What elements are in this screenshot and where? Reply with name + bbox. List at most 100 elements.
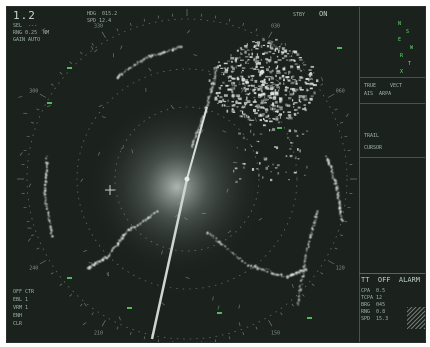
- echo-blip: [230, 56, 235, 60]
- mode-true[interactable]: TRUE: [364, 83, 377, 89]
- echo-blip: [236, 106, 239, 108]
- echo-blip: [247, 59, 250, 61]
- bottom-left-row[interactable]: OFF CTR: [13, 289, 35, 295]
- ais-target[interactable]: [337, 47, 342, 49]
- echo-blip: [290, 59, 295, 61]
- bottom-left-row[interactable]: CLR: [13, 321, 23, 327]
- coast-dot: [258, 267, 261, 269]
- echo-blip: [283, 82, 285, 85]
- target-trail: [88, 262, 93, 264]
- echo-blip: [257, 62, 261, 65]
- echo-blip: [251, 77, 254, 80]
- echo-blip: [230, 79, 232, 82]
- echo-blip: [270, 178, 273, 182]
- coast-dot: [44, 200, 47, 202]
- echo-blip: [268, 40, 272, 42]
- ppi-scope[interactable]: 030 060 120 150 210 240 300 330: [7, 7, 425, 342]
- echo-blip: [286, 59, 288, 61]
- echo-blip: [287, 114, 292, 117]
- echo-blip: [260, 102, 264, 105]
- echo-blip: [271, 90, 275, 94]
- coast-dot: [299, 279, 302, 282]
- echo-blip: [243, 86, 246, 90]
- coast-dot: [45, 205, 47, 207]
- ais-target[interactable]: [307, 317, 312, 319]
- echo-blip: [285, 171, 287, 173]
- echo-blip: [293, 50, 295, 52]
- echo-blip: [217, 102, 219, 104]
- green-readout: X: [400, 69, 404, 75]
- coast-dot: [46, 155, 48, 157]
- echo-blip: [275, 74, 277, 78]
- coast-dot: [149, 216, 152, 219]
- coast-dot: [44, 196, 47, 199]
- echo-blip: [245, 61, 247, 64]
- bottom-left-row[interactable]: EBL 1: [13, 297, 29, 303]
- echo-blip: [254, 105, 258, 108]
- bottom-left-row[interactable]: ENH: [13, 313, 23, 319]
- echo-blip: [241, 67, 246, 69]
- echo-blip: [258, 173, 260, 177]
- coast-dot: [136, 224, 139, 227]
- coast-dot: [336, 193, 339, 196]
- echo-blip: [228, 80, 231, 82]
- echo-blip: [283, 66, 286, 69]
- ais-target[interactable]: [217, 312, 222, 314]
- coast-dot: [177, 45, 181, 49]
- echo-blip: [220, 85, 223, 87]
- echo-blip: [311, 77, 313, 80]
- coast-dot: [168, 49, 171, 51]
- coast-dot: [51, 234, 54, 238]
- echo-blip: [244, 89, 247, 93]
- ais-target[interactable]: [47, 102, 52, 104]
- echo-blip: [255, 63, 258, 66]
- cursor-crosshair[interactable]: [105, 185, 115, 195]
- bottom-left-row[interactable]: VRM 1: [13, 305, 29, 311]
- echo-blip: [284, 55, 288, 58]
- echo-blip: [288, 96, 292, 100]
- echo-blip: [244, 148, 247, 151]
- echo-blip: [236, 78, 240, 81]
- echo-blip: [305, 81, 308, 85]
- coast-dot: [266, 270, 269, 273]
- mode-ais-arpa[interactable]: AIS ARPA: [364, 91, 392, 97]
- coast-dot: [210, 234, 213, 237]
- coast-dot: [213, 74, 217, 77]
- mode-trail[interactable]: TRAIL: [364, 133, 380, 139]
- echo-blip: [241, 76, 244, 79]
- coast-dot: [303, 268, 306, 271]
- echo-blip: [259, 88, 263, 90]
- mode-vector[interactable]: VECT: [390, 83, 403, 89]
- echo-blip: [231, 81, 235, 85]
- echo-blip: [256, 106, 260, 108]
- echo-blip: [259, 119, 262, 122]
- ais-target[interactable]: [67, 277, 72, 279]
- echo-blip: [295, 82, 297, 85]
- echo-blip: [272, 52, 275, 55]
- echo-blip: [288, 129, 292, 133]
- echo-blip: [265, 166, 269, 170]
- echo-blip: [260, 106, 264, 109]
- echo-blip: [309, 75, 312, 78]
- coast-dot: [336, 196, 340, 200]
- echo-blip: [230, 77, 232, 79]
- coast-dot: [301, 278, 303, 281]
- echo-blip: [286, 76, 290, 78]
- coast-dot: [311, 228, 314, 231]
- echo-blip: [301, 133, 305, 135]
- ais-target[interactable]: [277, 127, 282, 129]
- echo-blip: [282, 57, 285, 59]
- bearing-tick: [143, 18, 146, 22]
- echo-blip: [293, 102, 298, 104]
- echo-blip: [256, 44, 259, 47]
- echo-blip: [245, 56, 249, 58]
- echo-blip: [259, 80, 262, 82]
- coast-dot: [215, 69, 218, 72]
- ais-target[interactable]: [127, 307, 132, 309]
- coast-dot: [108, 252, 111, 255]
- target-trail: [200, 129, 204, 134]
- target-trail: [238, 322, 241, 327]
- bearing-tick: [340, 234, 344, 237]
- ais-target[interactable]: [67, 67, 72, 69]
- echo-blip: [315, 79, 319, 83]
